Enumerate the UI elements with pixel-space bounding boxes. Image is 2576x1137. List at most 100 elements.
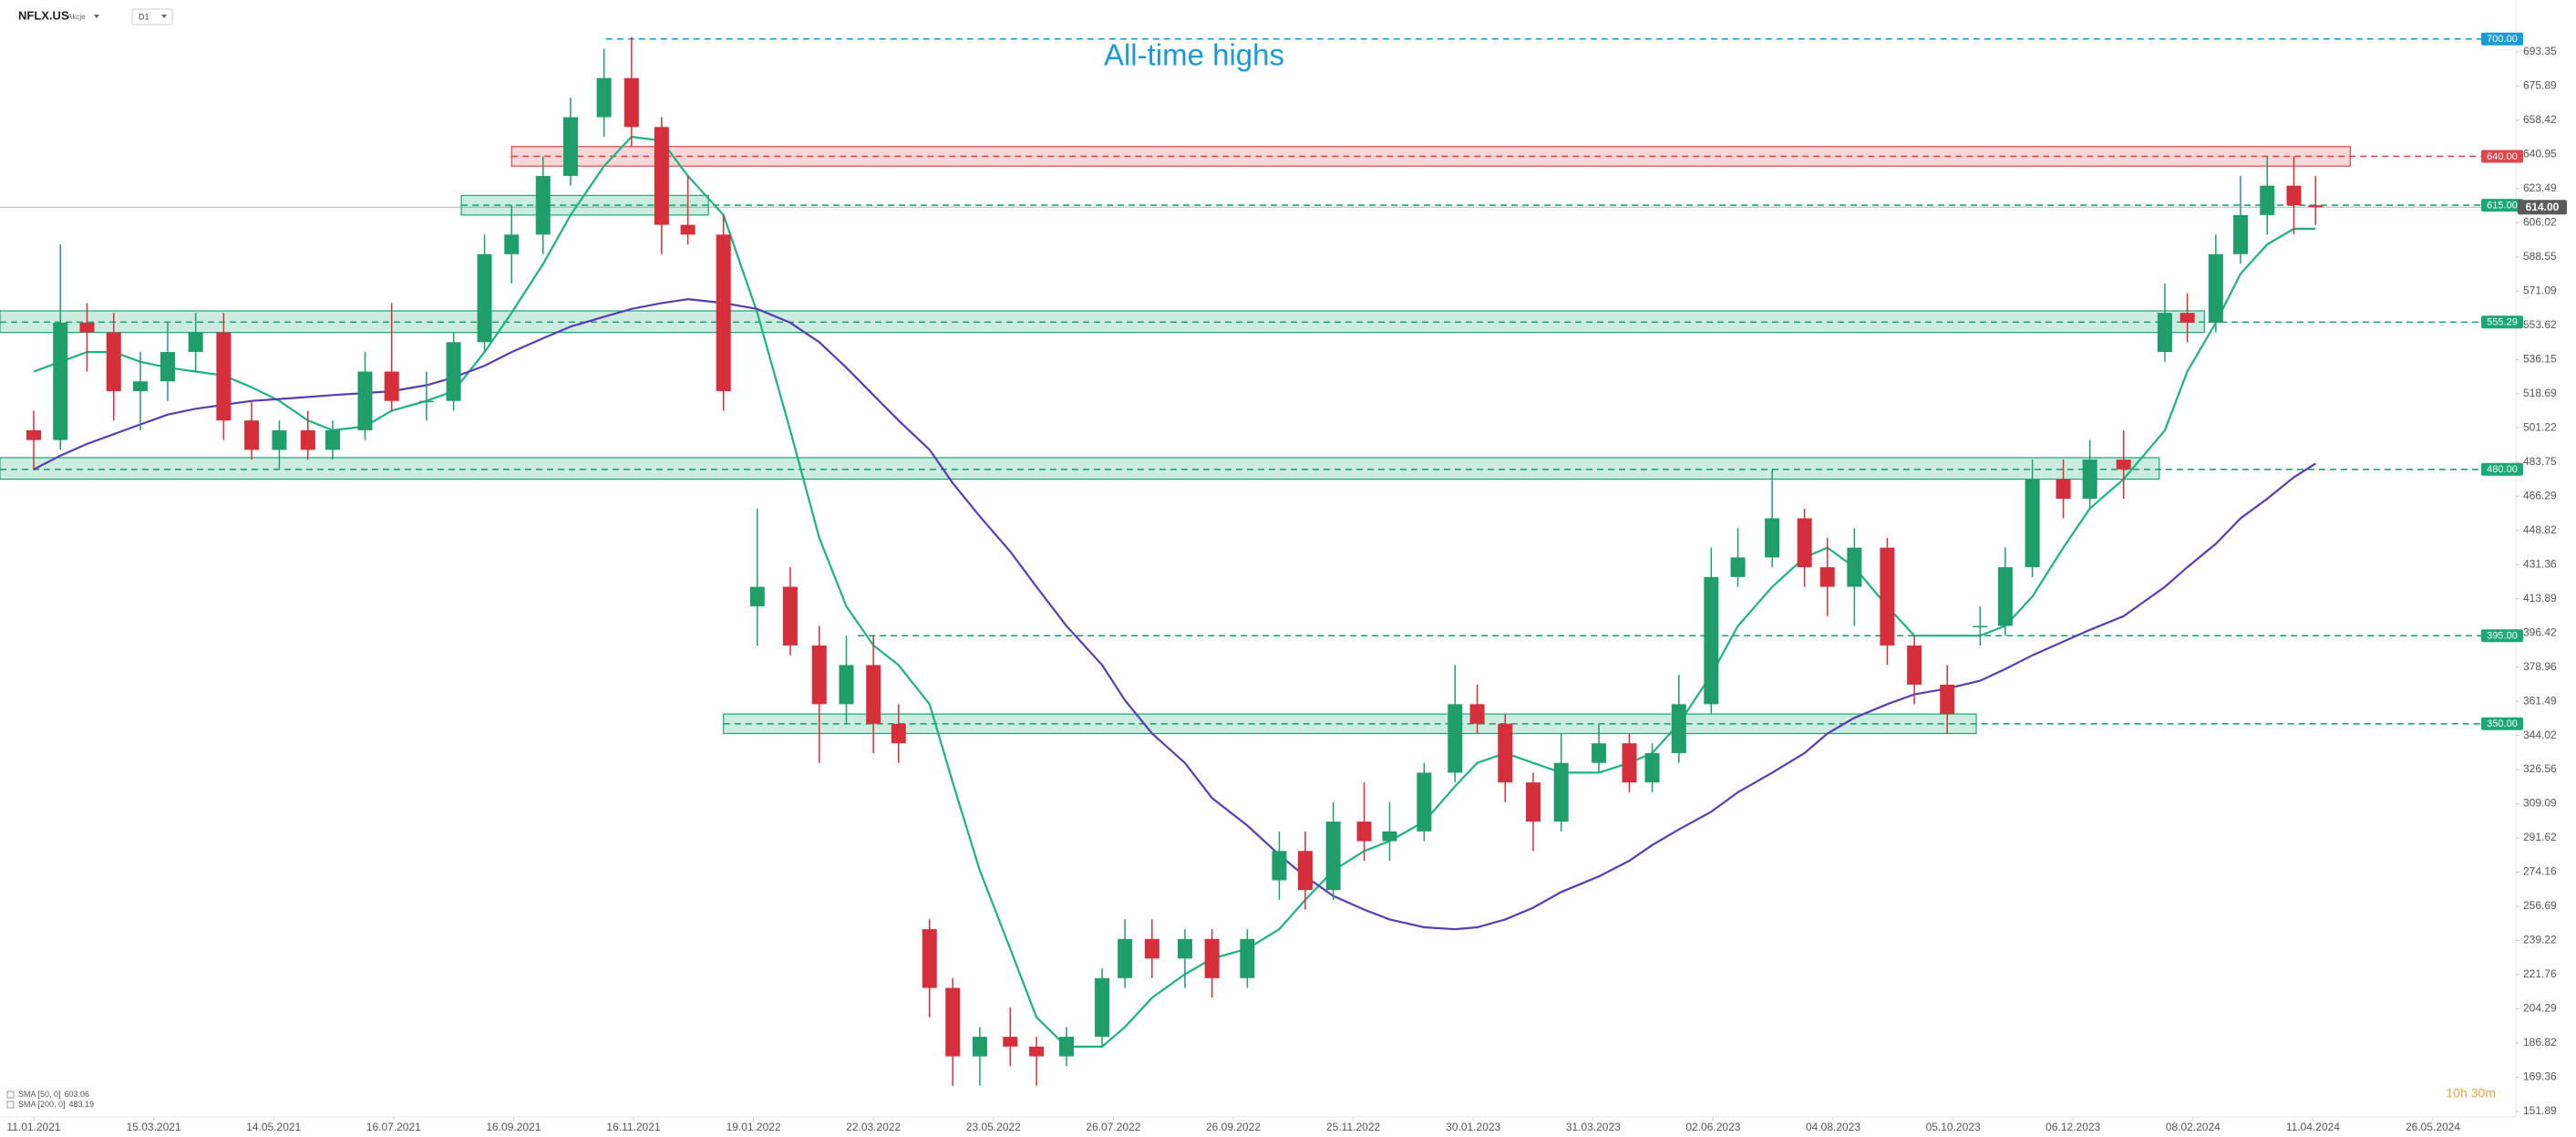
y-tick-label: 361.49 (2523, 694, 2557, 707)
legend-entry: SMA [50, 0] 603.06 (18, 1090, 89, 1099)
candle-body (216, 332, 232, 421)
y-tick-label: 448.82 (2523, 523, 2557, 536)
x-tick-label: 14.05.2021 (246, 1121, 301, 1133)
candle-body (1204, 938, 1220, 978)
candle-body (2179, 313, 2195, 323)
candle-body (244, 420, 260, 450)
x-tick-label: 16.07.2021 (366, 1121, 421, 1133)
y-tick-label: 291.62 (2523, 831, 2557, 843)
candle-body (325, 429, 340, 450)
candle-body (654, 127, 669, 225)
candle-body (1177, 938, 1192, 959)
candle-body (504, 234, 520, 254)
candle-body (1797, 518, 1812, 568)
axes (0, 0, 2517, 1118)
x-tick-label: 26.05.2024 (2406, 1121, 2460, 1133)
legend-value: 603.06 (65, 1090, 90, 1099)
candle-body (782, 586, 798, 646)
candle-body (2260, 185, 2275, 215)
level-label: 615.00 (2487, 201, 2518, 212)
legend-icon (6, 1101, 15, 1109)
candle-body (1417, 772, 1432, 832)
candle-body (596, 78, 612, 118)
y-tick-label: 186.82 (2523, 1036, 2557, 1049)
candle-body (2208, 253, 2223, 323)
y-tick-label: 151.89 (2523, 1104, 2557, 1117)
candle-body (1356, 822, 1372, 842)
x-tick-label: 19.01.2022 (726, 1121, 781, 1133)
candle-body (1144, 938, 1159, 959)
interval[interactable]: D1 (139, 12, 149, 21)
candle-body (357, 371, 373, 430)
candle-body (2025, 479, 2040, 568)
x-tick-label: 30.01.2023 (1446, 1121, 1500, 1133)
candle-body (811, 645, 827, 705)
y-tick-label: 309.09 (2523, 797, 2557, 810)
candle-body (2082, 460, 2097, 499)
candle-body (26, 429, 41, 440)
y-tick-label: 396.42 (2523, 625, 2557, 638)
interval-selector[interactable] (131, 8, 173, 26)
candle-body (2157, 313, 2172, 353)
annotation: All-time highs (1104, 38, 1284, 72)
y-tick-label: 571.09 (2523, 284, 2557, 297)
countdown: 10h 30m (2447, 1086, 2496, 1101)
level-label-bg (2481, 462, 2523, 476)
x-tick-label: 16.11.2021 (606, 1121, 660, 1133)
dropdown-arrow[interactable] (161, 15, 167, 18)
candle-body (272, 429, 287, 450)
dropdown-arrow[interactable] (94, 15, 99, 18)
candle-body (866, 665, 881, 724)
plot-area (0, 36, 2516, 1086)
y-tick-label: 606.02 (2523, 216, 2557, 229)
y-tick-label: 239.22 (2523, 934, 2557, 946)
candle-body (2286, 185, 2302, 206)
candle-body (2116, 460, 2131, 470)
candle-body (535, 175, 551, 235)
y-tick-label: 431.36 (2523, 557, 2557, 570)
x-tick-label: 11.01.2021 (6, 1121, 60, 1133)
y-tick-label: 501.22 (2523, 420, 2557, 433)
y-tick-label: 256.69 (2523, 899, 2557, 912)
x-tick-label: 08.02.2024 (2166, 1121, 2221, 1133)
legend-entry: SMA [200, 0] 483.19 (18, 1100, 94, 1109)
level-label: 555.29 (2487, 317, 2518, 328)
candle-body (1819, 567, 1835, 587)
y-tick-label: 466.29 (2523, 489, 2557, 501)
candle-body (1448, 704, 1463, 773)
header[interactable]: NFLX.US Akcje D1 (18, 8, 173, 26)
level-label: 700.00 (2487, 34, 2518, 45)
x-tick-label: 06.12.2023 (2045, 1121, 2100, 1133)
legend-name: SMA [200, 0] (18, 1100, 66, 1109)
candle-body (1644, 752, 1660, 783)
y-tick-label: 553.62 (2523, 318, 2557, 331)
candle-body (1704, 576, 1719, 705)
candle-body (945, 987, 961, 1057)
x-tick-label: 26.09.2022 (1206, 1121, 1261, 1133)
y-tick-label: 518.69 (2523, 387, 2557, 399)
candle-body (839, 665, 854, 705)
x-tick-label: 16.09.2021 (486, 1121, 541, 1133)
y-tick-label: 588.55 (2523, 250, 2557, 263)
symbol[interactable]: NFLX.US (18, 8, 69, 22)
candle-body (562, 117, 578, 176)
candle-body (1240, 938, 1255, 978)
level-label-bg (2481, 629, 2523, 643)
candle-body (446, 342, 461, 401)
level-label: 395.00 (2487, 631, 2518, 642)
candle-body (1118, 938, 1133, 978)
candle-body (300, 429, 315, 450)
candle-body (2308, 205, 2324, 208)
x-tick-label: 26.07.2022 (1086, 1121, 1140, 1133)
candle-body (2233, 214, 2249, 254)
candle-body (1325, 822, 1341, 891)
candle-body (1907, 645, 1922, 685)
y-tick-label: 221.76 (2523, 967, 2557, 980)
candle-body (1095, 977, 1110, 1038)
asset-class: Akcje (67, 13, 86, 21)
level-label: 480.00 (2487, 464, 2518, 475)
current-price-label: 614.00 (2526, 201, 2560, 213)
candle-body (106, 332, 121, 391)
